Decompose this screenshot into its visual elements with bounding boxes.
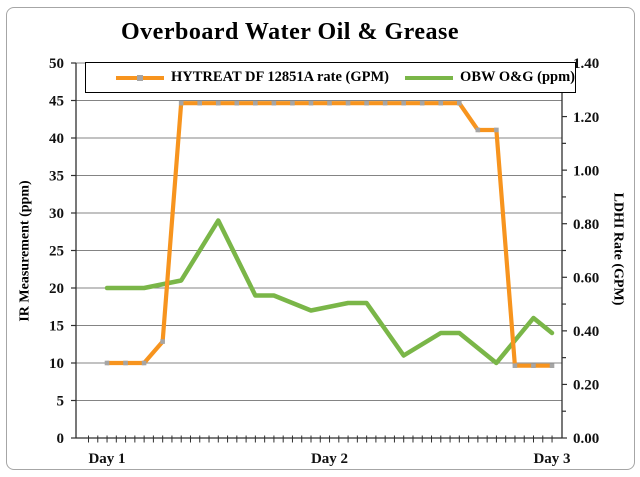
series-marker-hytreat: [549, 363, 555, 368]
hytreat-line-sample: [116, 74, 164, 81]
left-tick-label: 5: [57, 394, 65, 410]
series-marker-hytreat: [104, 360, 110, 366]
right-tick-label: 0.40: [573, 324, 599, 340]
series-marker-hytreat: [215, 100, 221, 106]
series-marker-hytreat: [253, 100, 258, 106]
right-tick-label: 1.40: [573, 56, 599, 72]
left-tick-label: 0: [57, 431, 65, 447]
left-tick-label: 35: [49, 169, 64, 185]
left-axis-title: IR Measurement (ppm): [17, 180, 33, 322]
series-marker-hytreat: [327, 100, 332, 106]
series-marker-hytreat: [141, 360, 147, 366]
left-tick-label: 20: [49, 281, 64, 297]
series-marker-hytreat: [382, 100, 388, 106]
left-tick-label: 40: [49, 131, 64, 147]
series-marker-hytreat: [234, 100, 240, 106]
series-marker-hytreat: [290, 100, 295, 106]
series-marker-hytreat: [123, 360, 128, 366]
right-tick-label: 1.00: [573, 163, 599, 179]
legend-item-obw: OBW O&G (ppm): [405, 69, 575, 86]
left-tick-label: 10: [49, 356, 64, 372]
legend-label-hytreat: HYTREAT DF 12851A rate (GPM): [171, 69, 390, 85]
series-marker-hytreat: [197, 100, 203, 106]
chart-border: [6, 7, 635, 470]
hytreat-marker-icon: [137, 74, 143, 81]
series-marker-hytreat: [419, 100, 425, 106]
x-day-label: Day 2: [311, 451, 348, 467]
series-marker-hytreat: [271, 100, 277, 106]
series-marker-hytreat: [401, 100, 406, 106]
right-tick-label: 0.00: [573, 431, 599, 447]
x-day-label: Day 3: [533, 451, 570, 467]
x-day-label: Day 1: [88, 451, 125, 467]
legend: HYTREAT DF 12851A rate (GPM) OBW O&G (pp…: [85, 62, 576, 93]
chart-title: Overboard Water Oil & Grease: [121, 19, 459, 45]
series-marker-hytreat: [512, 363, 518, 368]
series-line-obw: [104, 218, 555, 366]
series-line-hytreat: [104, 101, 555, 368]
right-tick-label: 1.20: [573, 110, 599, 126]
series-marker-hytreat: [308, 100, 314, 106]
left-tick-label: 25: [49, 244, 64, 260]
left-tick-label: 45: [49, 94, 64, 110]
series-marker-hytreat: [178, 100, 184, 106]
series-marker-hytreat: [345, 100, 351, 106]
series-marker-hytreat: [531, 363, 536, 368]
obw-line-sample: [405, 75, 454, 80]
series-marker-hytreat: [456, 100, 462, 106]
legend-label-obw: OBW O&G (ppm): [460, 69, 575, 85]
right-tick-label: 0.20: [573, 378, 599, 394]
series-marker-hytreat: [494, 127, 499, 133]
left-tick-label: 30: [49, 206, 64, 222]
right-tick-label: 0.80: [573, 217, 599, 233]
left-tick-label: 15: [49, 319, 64, 335]
left-tick-label: 50: [49, 56, 64, 72]
legend-item-hytreat: HYTREAT DF 12851A rate (GPM): [116, 69, 389, 86]
series-marker-hytreat: [475, 127, 481, 133]
series-marker-hytreat: [160, 339, 165, 344]
right-tick-label: 0.60: [573, 270, 599, 286]
right-axis-title: LDHI Rate (GPM): [610, 192, 626, 306]
series-marker-hytreat: [364, 100, 369, 106]
series-marker-hytreat: [438, 100, 444, 106]
